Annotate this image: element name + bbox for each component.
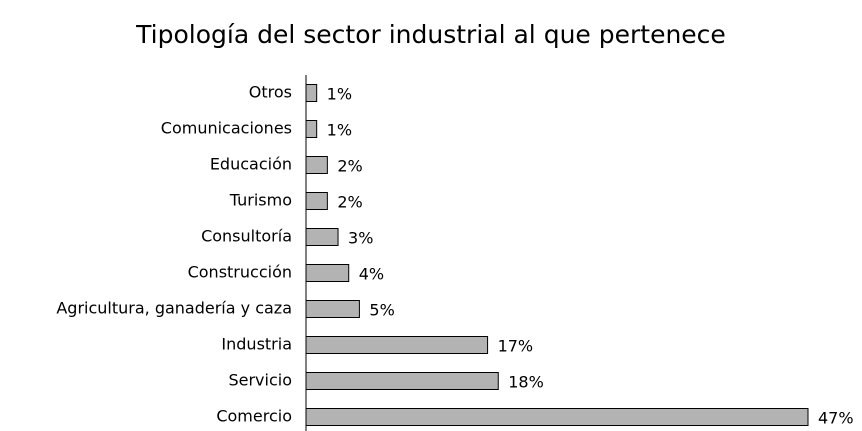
category-label: Comercio: [216, 407, 292, 426]
bar: [305, 84, 318, 102]
bar: [305, 192, 328, 210]
bar: [305, 228, 339, 246]
category-label: Educación: [210, 155, 292, 174]
value-label: 2%: [337, 193, 362, 212]
bar: [305, 372, 499, 390]
bar: [305, 264, 350, 282]
value-label: 1%: [327, 85, 352, 104]
bar: [305, 408, 809, 426]
bar: [305, 300, 360, 318]
category-label: Industria: [221, 335, 292, 354]
value-label: 18%: [508, 373, 544, 392]
bar: [305, 120, 318, 138]
value-label: 4%: [359, 265, 384, 284]
category-label: Turismo: [229, 191, 292, 210]
value-label: 3%: [348, 229, 373, 248]
category-label: Agricultura, ganadería y caza: [56, 299, 292, 318]
value-label: 1%: [327, 121, 352, 140]
category-label: Otros: [249, 83, 292, 102]
category-label: Comunicaciones: [161, 119, 292, 138]
category-label: Consultoría: [201, 227, 292, 246]
value-label: 17%: [498, 337, 534, 356]
value-label: 47%: [818, 409, 854, 428]
value-label: 2%: [337, 157, 362, 176]
bar: [305, 156, 328, 174]
value-label: 5%: [369, 301, 394, 320]
bar: [305, 336, 489, 354]
category-label: Construcción: [188, 263, 292, 282]
category-label: Servicio: [228, 371, 292, 390]
chart-title: Tipología del sector industrial al que p…: [135, 20, 726, 49]
